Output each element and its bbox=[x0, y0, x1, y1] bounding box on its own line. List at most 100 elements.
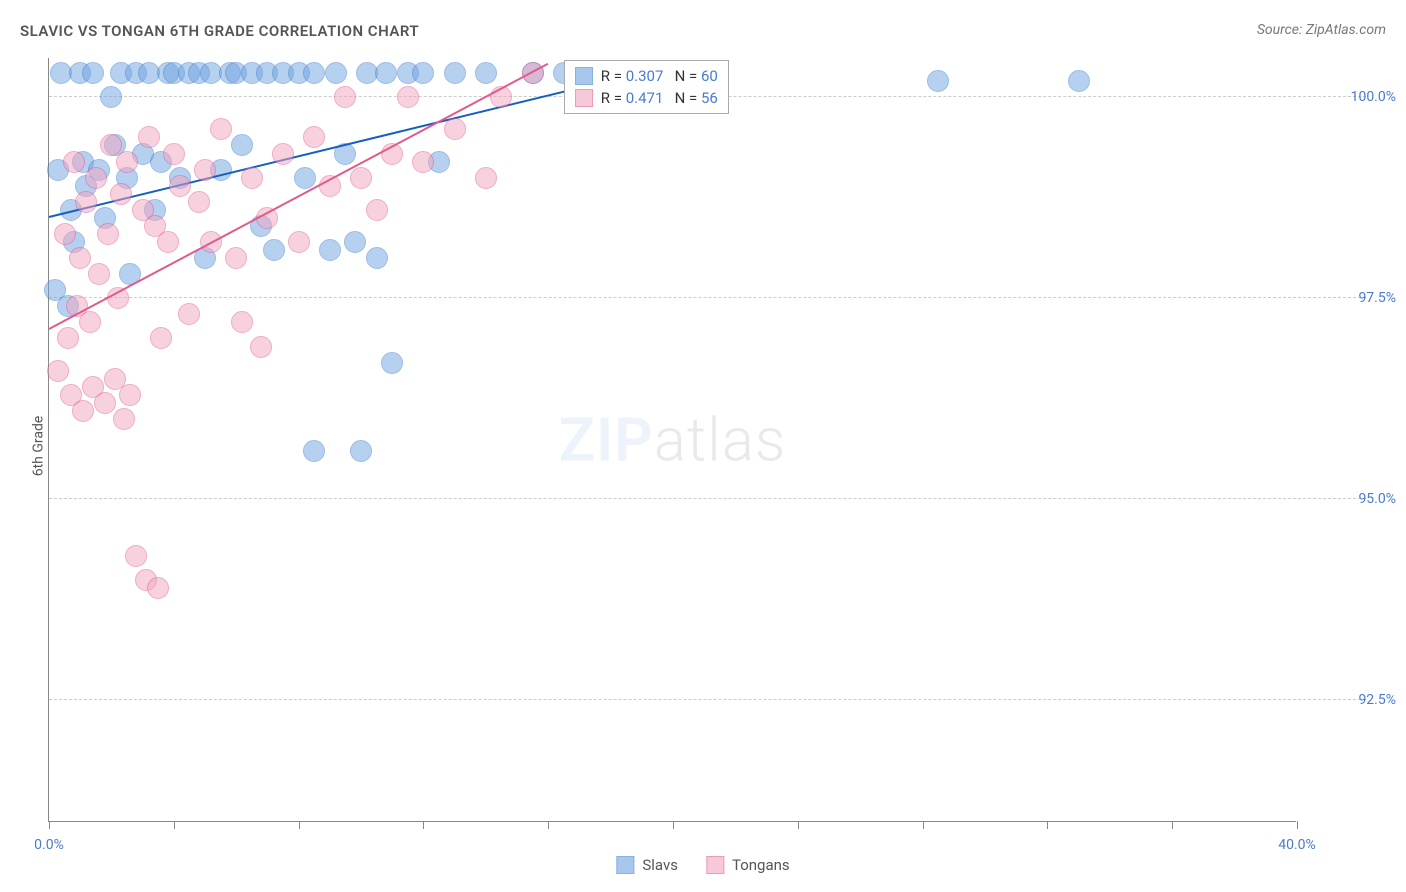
scatter-point bbox=[334, 86, 356, 108]
scatter-point bbox=[157, 231, 179, 253]
scatter-point bbox=[927, 70, 949, 92]
scatter-point bbox=[119, 384, 141, 406]
legend-row: R = 0.471 N = 56 bbox=[575, 87, 718, 109]
y-tick-label: 100.0% bbox=[1306, 89, 1396, 105]
scatter-point bbox=[303, 440, 325, 462]
watermark: ZIPatlas bbox=[559, 404, 787, 475]
scatter-point bbox=[85, 167, 107, 189]
bottom-legend-label: Tongans bbox=[732, 856, 790, 874]
scatter-point bbox=[63, 151, 85, 173]
scatter-point bbox=[1068, 70, 1090, 92]
scatter-point bbox=[138, 126, 160, 148]
watermark-light: atlas bbox=[654, 404, 787, 475]
scatter-point bbox=[375, 62, 397, 84]
x-tick bbox=[1047, 821, 1048, 829]
source-label: Source: ZipAtlas.com bbox=[1257, 22, 1386, 38]
scatter-point bbox=[97, 223, 119, 245]
scatter-point bbox=[272, 143, 294, 165]
scatter-point bbox=[188, 191, 210, 213]
scatter-point bbox=[475, 62, 497, 84]
x-tick bbox=[423, 821, 424, 829]
scatter-point bbox=[344, 231, 366, 253]
scatter-point bbox=[54, 223, 76, 245]
scatter-point bbox=[72, 400, 94, 422]
scatter-point bbox=[163, 143, 185, 165]
scatter-point bbox=[294, 167, 316, 189]
scatter-point bbox=[288, 231, 310, 253]
legend-box: R = 0.307 N = 60 R = 0.471 N = 56 bbox=[564, 60, 729, 114]
scatter-point bbox=[231, 134, 253, 156]
scatter-point bbox=[350, 440, 372, 462]
legend-swatch bbox=[575, 89, 593, 107]
chart-container: SLAVIC VS TONGAN 6TH GRADE CORRELATION C… bbox=[0, 0, 1406, 892]
scatter-point bbox=[75, 191, 97, 213]
scatter-point bbox=[69, 247, 91, 269]
scatter-point bbox=[47, 360, 69, 382]
x-tick bbox=[673, 821, 674, 829]
scatter-point bbox=[116, 151, 138, 173]
y-tick-label: 97.5% bbox=[1306, 290, 1396, 306]
scatter-point bbox=[475, 167, 497, 189]
y-tick-label: 92.5% bbox=[1306, 692, 1396, 708]
x-tick bbox=[49, 821, 50, 829]
scatter-point bbox=[150, 327, 172, 349]
gridline bbox=[49, 297, 1366, 298]
scatter-point bbox=[79, 311, 101, 333]
x-tick bbox=[1297, 821, 1298, 829]
scatter-point bbox=[210, 118, 232, 140]
scatter-point bbox=[88, 263, 110, 285]
scatter-point bbox=[250, 336, 272, 358]
scatter-point bbox=[94, 392, 116, 414]
plot-area: ZIPatlas 92.5%95.0%97.5%100.0%0.0%40.0%R… bbox=[48, 58, 1296, 822]
gridline bbox=[49, 699, 1366, 700]
x-tick bbox=[923, 821, 924, 829]
scatter-point bbox=[178, 303, 200, 325]
x-tick bbox=[174, 821, 175, 829]
scatter-point bbox=[444, 118, 466, 140]
bottom-legend-item: Slavs bbox=[616, 856, 678, 874]
scatter-point bbox=[397, 86, 419, 108]
bottom-legend-item: Tongans bbox=[706, 856, 790, 874]
scatter-point bbox=[366, 199, 388, 221]
gridline bbox=[49, 498, 1366, 499]
scatter-point bbox=[263, 239, 285, 261]
scatter-point bbox=[412, 62, 434, 84]
scatter-point bbox=[125, 545, 147, 567]
legend-text: R = 0.307 N = 60 bbox=[601, 67, 718, 85]
scatter-point bbox=[366, 247, 388, 269]
scatter-point bbox=[113, 408, 135, 430]
scatter-point bbox=[412, 151, 434, 173]
x-tick-label: 40.0% bbox=[1278, 837, 1316, 853]
scatter-point bbox=[444, 62, 466, 84]
scatter-point bbox=[194, 159, 216, 181]
legend-swatch bbox=[575, 67, 593, 85]
legend-swatch bbox=[706, 856, 724, 874]
chart-title: SLAVIC VS TONGAN 6TH GRADE CORRELATION C… bbox=[20, 22, 419, 40]
scatter-point bbox=[319, 239, 341, 261]
x-tick bbox=[798, 821, 799, 829]
scatter-point bbox=[350, 167, 372, 189]
scatter-point bbox=[225, 247, 247, 269]
legend-swatch bbox=[616, 856, 634, 874]
bottom-legend: Slavs Tongans bbox=[616, 856, 789, 874]
scatter-point bbox=[303, 126, 325, 148]
y-tick-label: 95.0% bbox=[1306, 491, 1396, 507]
scatter-point bbox=[147, 577, 169, 599]
scatter-point bbox=[325, 62, 347, 84]
watermark-bold: ZIP bbox=[559, 404, 654, 475]
scatter-point bbox=[303, 62, 325, 84]
scatter-point bbox=[241, 167, 263, 189]
bottom-legend-label: Slavs bbox=[642, 856, 678, 874]
x-tick bbox=[299, 821, 300, 829]
legend-text: R = 0.471 N = 56 bbox=[601, 89, 718, 107]
x-tick-label: 0.0% bbox=[34, 837, 64, 853]
scatter-point bbox=[57, 327, 79, 349]
scatter-point bbox=[231, 311, 253, 333]
scatter-point bbox=[381, 352, 403, 374]
x-tick bbox=[1172, 821, 1173, 829]
scatter-point bbox=[82, 62, 104, 84]
y-axis-label: 6th Grade bbox=[30, 416, 46, 477]
scatter-point bbox=[169, 175, 191, 197]
legend-row: R = 0.307 N = 60 bbox=[575, 65, 718, 87]
scatter-point bbox=[100, 86, 122, 108]
